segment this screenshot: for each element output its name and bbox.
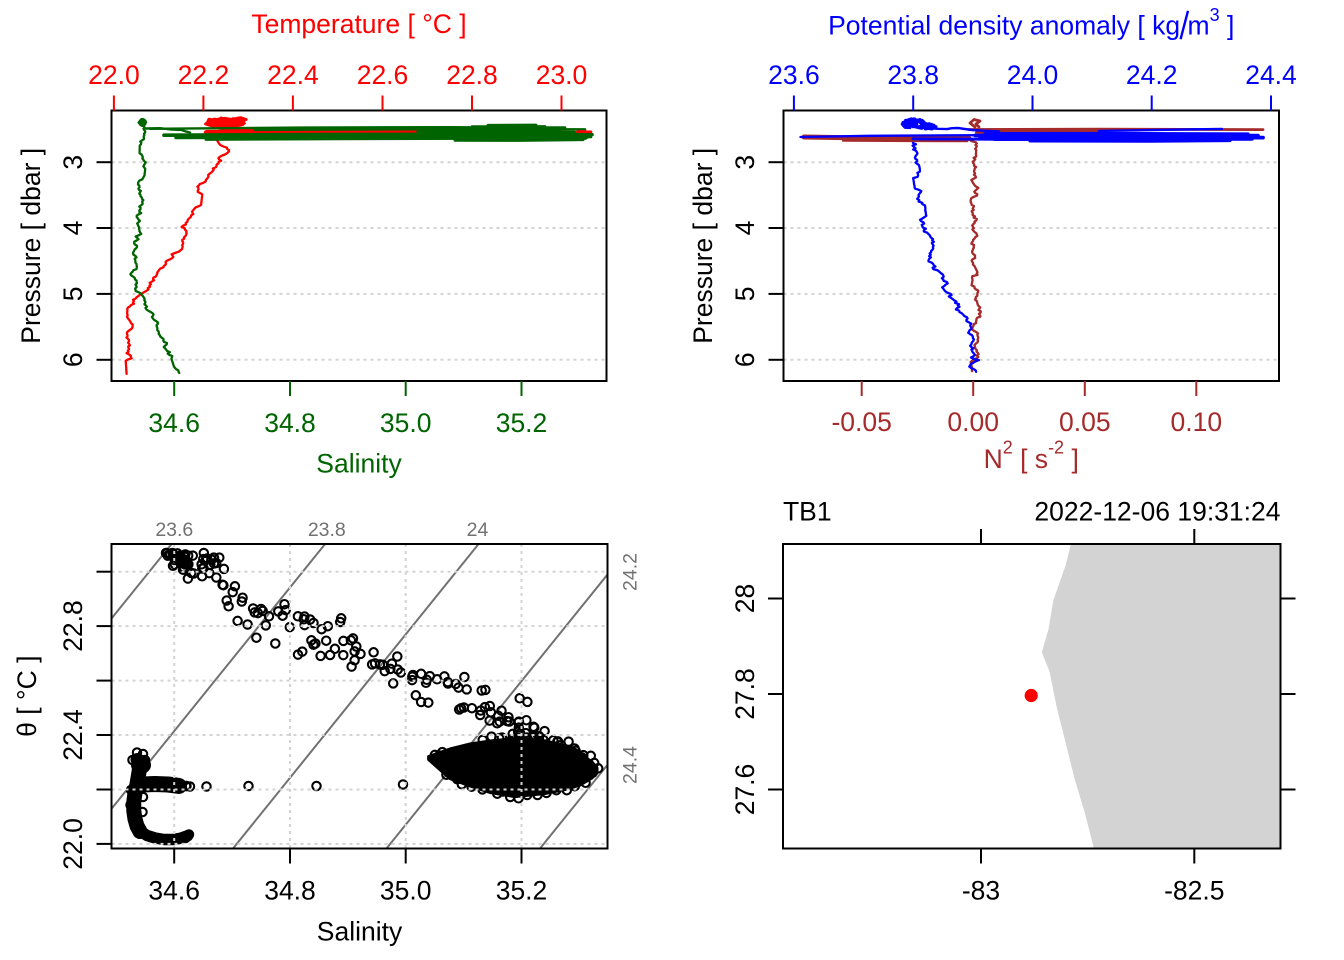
svg-text:34.8: 34.8 <box>264 408 316 438</box>
svg-text:24.0: 24.0 <box>1007 60 1059 90</box>
svg-text:Temperature [ °C ]: Temperature [ °C ] <box>251 9 466 39</box>
svg-text:0.10: 0.10 <box>1171 407 1223 437</box>
svg-text:-83: -83 <box>962 876 1000 906</box>
svg-text:Pressure [ dbar ]: Pressure [ dbar ] <box>16 148 46 344</box>
svg-text:3: 3 <box>58 155 88 170</box>
svg-text:Salinity: Salinity <box>317 917 403 947</box>
svg-text:Salinity: Salinity <box>316 449 402 479</box>
svg-text:24.2: 24.2 <box>1126 60 1178 90</box>
svg-text:2022-12-06 19:31:24: 2022-12-06 19:31:24 <box>1034 497 1280 527</box>
svg-text:θ [ °C ]: θ [ °C ] <box>12 656 42 737</box>
svg-text:6: 6 <box>58 352 88 367</box>
svg-text:24.2: 24.2 <box>620 553 642 591</box>
svg-text:22.4: 22.4 <box>267 60 319 90</box>
svg-text:34.6: 34.6 <box>148 876 200 906</box>
svg-text:35.0: 35.0 <box>380 876 432 906</box>
svg-text:4: 4 <box>58 221 88 236</box>
svg-text:0.00: 0.00 <box>947 407 999 437</box>
svg-text:23.8: 23.8 <box>887 60 939 90</box>
svg-text:-82.5: -82.5 <box>1164 876 1224 906</box>
svg-text:24: 24 <box>467 519 489 541</box>
svg-text:-0.05: -0.05 <box>831 407 891 437</box>
svg-text:35.2: 35.2 <box>496 408 548 438</box>
svg-text:5: 5 <box>58 287 88 302</box>
svg-text:35.0: 35.0 <box>380 408 432 438</box>
svg-text:3: 3 <box>730 155 760 170</box>
svg-text:22.8: 22.8 <box>446 60 498 90</box>
svg-text:34.6: 34.6 <box>148 408 200 438</box>
svg-text:0.05: 0.05 <box>1059 407 1111 437</box>
svg-text:22.0: 22.0 <box>58 818 88 870</box>
svg-text:Pressure [ dbar ]: Pressure [ dbar ] <box>688 148 718 344</box>
svg-text:TB1: TB1 <box>783 497 832 527</box>
svg-text:4: 4 <box>730 221 760 236</box>
svg-text:22.6: 22.6 <box>357 60 409 90</box>
svg-text:23.6: 23.6 <box>768 60 820 90</box>
svg-text:24.4: 24.4 <box>1245 60 1297 90</box>
svg-text:24.4: 24.4 <box>620 746 642 784</box>
svg-text:27.8: 27.8 <box>730 668 760 720</box>
svg-text:27.6: 27.6 <box>730 764 760 816</box>
svg-text:28: 28 <box>730 584 760 613</box>
svg-text:22.2: 22.2 <box>178 60 230 90</box>
svg-text:22.4: 22.4 <box>58 709 88 761</box>
svg-text:23.0: 23.0 <box>536 60 588 90</box>
svg-text:34.8: 34.8 <box>264 876 316 906</box>
svg-text:35.2: 35.2 <box>496 876 548 906</box>
svg-text:23.6: 23.6 <box>155 519 193 541</box>
svg-text:Potential density anomaly [ kg: Potential density anomaly [ kg/m3 ] <box>828 5 1234 41</box>
svg-text:6: 6 <box>730 352 760 367</box>
svg-text:22.0: 22.0 <box>88 60 140 90</box>
svg-text:23.8: 23.8 <box>308 519 346 541</box>
svg-text:22.8: 22.8 <box>58 600 88 652</box>
svg-text:5: 5 <box>730 287 760 302</box>
